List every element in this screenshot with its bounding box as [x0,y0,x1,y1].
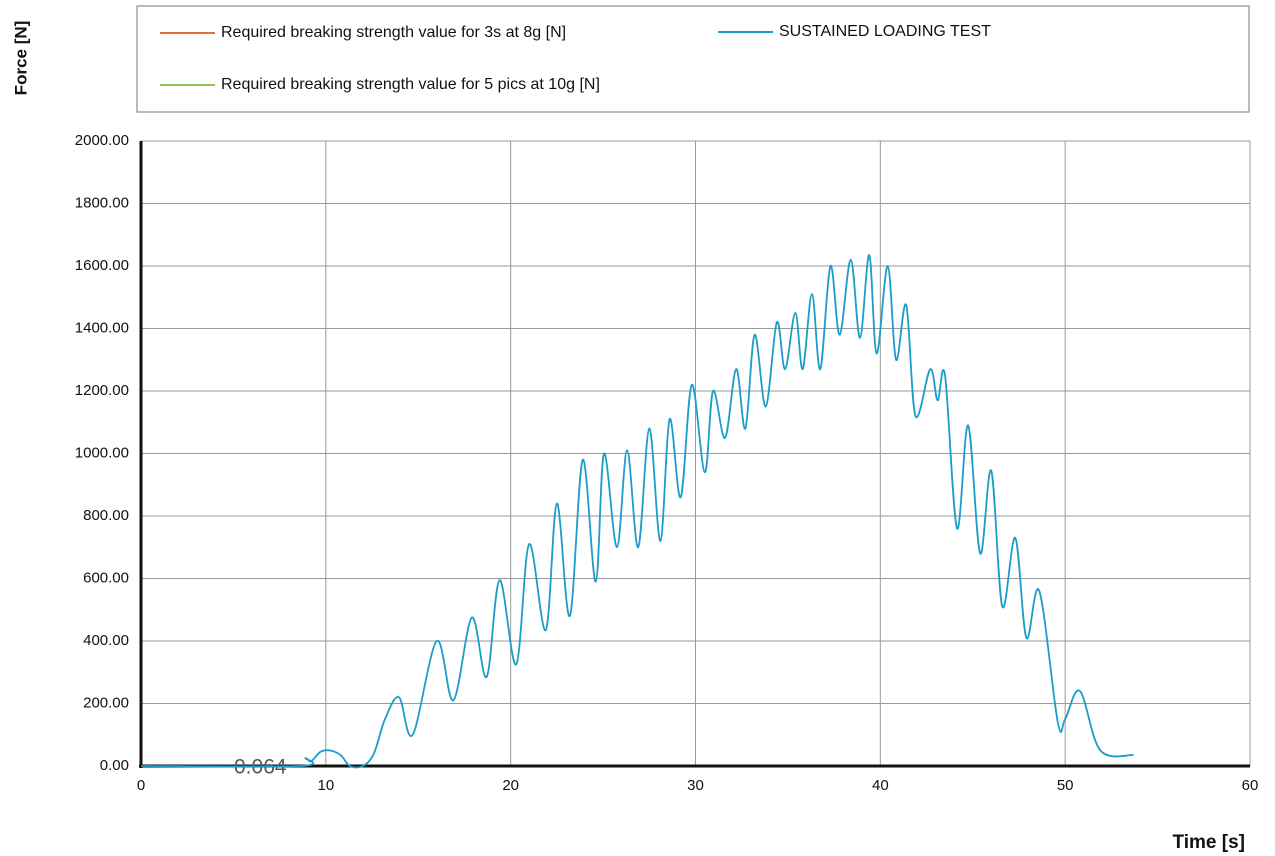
legend-label: SUSTAINED LOADING TEST [779,23,991,40]
x-tick-label: 50 [1057,777,1074,794]
x-tick-label: 60 [1242,777,1259,794]
data-line [140,254,1134,769]
y-axis-label: Force [N] [11,21,30,96]
y-tick-label: 800.00 [83,507,129,524]
x-tick-label: 20 [502,777,519,794]
y-tick-label: 1200.00 [75,382,129,399]
y-tick-label: 1000.00 [75,444,129,461]
legend-box [136,5,1250,113]
x-tick-label: 40 [872,777,889,794]
y-tick-label: 1800.00 [75,194,129,211]
y-tick-label: 1600.00 [75,257,129,274]
x-axis-label: Time [s] [1172,832,1245,853]
y-tick-label: 400.00 [83,632,129,649]
y-tick-label: 600.00 [83,569,129,586]
y-tick-label: 200.00 [83,694,129,711]
y-tick-label: 2000.00 [75,132,129,149]
x-tick-label: 10 [317,777,334,794]
y-tick-label: 0.00 [100,757,129,774]
y-tick-label: 1400.00 [75,319,129,336]
legend-label: Required breaking strength value for 3s … [221,24,566,41]
legend-label: Required breaking strength value for 5 p… [221,76,600,93]
x-tick-label: 0 [137,777,145,794]
x-tick-label: 30 [687,777,704,794]
